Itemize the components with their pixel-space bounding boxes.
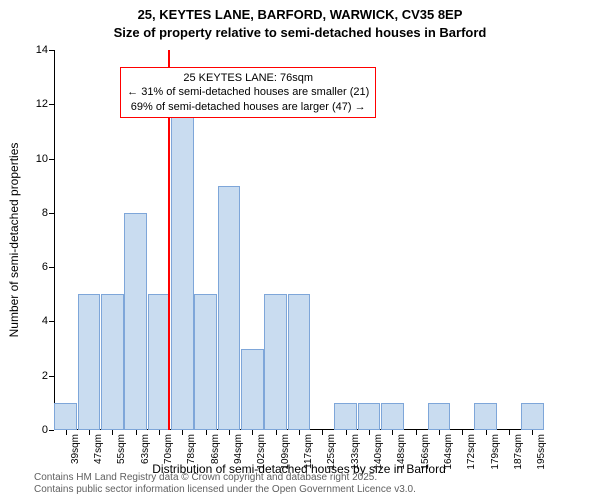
x-tick-label: 164sqm bbox=[443, 434, 454, 470]
x-tick-mark bbox=[322, 430, 323, 435]
x-tick-mark bbox=[159, 430, 160, 435]
y-tick-mark bbox=[49, 104, 54, 105]
x-tick-mark bbox=[206, 430, 207, 435]
x-tick-mark bbox=[416, 430, 417, 435]
x-tick-mark bbox=[299, 430, 300, 435]
x-tick-mark bbox=[229, 430, 230, 435]
x-tick-label: 156sqm bbox=[420, 434, 431, 470]
y-tick-label: 0 bbox=[42, 424, 48, 436]
x-tick-label: 86sqm bbox=[210, 434, 221, 464]
histogram-bar bbox=[101, 294, 124, 430]
x-tick-mark bbox=[509, 430, 510, 435]
x-tick-mark bbox=[462, 430, 463, 435]
y-tick-label: 12 bbox=[36, 98, 48, 110]
annotation-line-2: ← 31% of semi-detached houses are smalle… bbox=[127, 85, 369, 99]
y-tick-label: 8 bbox=[42, 207, 48, 219]
histogram-bar bbox=[521, 403, 544, 430]
x-tick-mark bbox=[89, 430, 90, 435]
chart-title-block: 25, KEYTES LANE, BARFORD, WARWICK, CV35 … bbox=[0, 0, 600, 41]
x-tick-mark bbox=[252, 430, 253, 435]
title-line-1: 25, KEYTES LANE, BARFORD, WARWICK, CV35 … bbox=[0, 6, 600, 24]
histogram-bar bbox=[358, 403, 381, 430]
x-tick-label: 63sqm bbox=[140, 434, 151, 464]
annotation-line-1: 25 KEYTES LANE: 76sqm bbox=[127, 71, 369, 85]
x-tick-label: 78sqm bbox=[186, 434, 197, 464]
x-tick-mark bbox=[276, 430, 277, 435]
x-tick-label: 109sqm bbox=[280, 434, 291, 470]
x-tick-mark bbox=[346, 430, 347, 435]
histogram-bar bbox=[78, 294, 101, 430]
y-tick-label: 10 bbox=[36, 153, 48, 165]
x-tick-mark bbox=[369, 430, 370, 435]
x-tick-label: 187sqm bbox=[513, 434, 524, 470]
annotation-box: 25 KEYTES LANE: 76sqm← 31% of semi-detac… bbox=[120, 67, 376, 118]
attribution-line-2: Contains public sector information licen… bbox=[34, 484, 416, 496]
histogram-bar bbox=[124, 213, 147, 430]
x-tick-mark bbox=[486, 430, 487, 435]
y-axis-label: Number of semi-detached properties bbox=[7, 143, 21, 338]
x-tick-label: 140sqm bbox=[373, 434, 384, 470]
histogram-bar bbox=[171, 104, 194, 430]
y-tick-label: 14 bbox=[36, 44, 48, 56]
histogram-bar bbox=[194, 294, 217, 430]
histogram-bar bbox=[241, 349, 264, 430]
x-tick-mark bbox=[392, 430, 393, 435]
y-tick-label: 2 bbox=[42, 370, 48, 382]
histogram-bar bbox=[264, 294, 287, 430]
histogram-bar bbox=[218, 186, 241, 430]
x-tick-label: 70sqm bbox=[163, 434, 174, 464]
x-tick-label: 55sqm bbox=[116, 434, 127, 464]
y-tick-label: 4 bbox=[42, 315, 48, 327]
histogram-bar bbox=[54, 403, 77, 430]
histogram-bar bbox=[474, 403, 497, 430]
y-tick-mark bbox=[49, 50, 54, 51]
x-tick-label: 148sqm bbox=[396, 434, 407, 470]
attribution-text: Contains HM Land Registry data © Crown c… bbox=[34, 472, 416, 496]
y-tick-mark bbox=[49, 213, 54, 214]
histogram-bar bbox=[334, 403, 357, 430]
x-tick-label: 133sqm bbox=[350, 434, 361, 470]
x-tick-label: 179sqm bbox=[490, 434, 501, 470]
plot-region: 0246810121439sqm47sqm55sqm63sqm70sqm78sq… bbox=[54, 50, 544, 430]
annotation-line-3: 69% of semi-detached houses are larger (… bbox=[127, 100, 369, 114]
y-tick-mark bbox=[49, 430, 54, 431]
x-tick-label: 39sqm bbox=[70, 434, 81, 464]
y-tick-label: 6 bbox=[42, 261, 48, 273]
chart-area: Number of semi-detached properties Distr… bbox=[54, 50, 544, 430]
x-tick-label: 102sqm bbox=[256, 434, 267, 470]
x-tick-mark bbox=[112, 430, 113, 435]
x-tick-label: 94sqm bbox=[233, 434, 244, 464]
x-tick-mark bbox=[532, 430, 533, 435]
x-tick-label: 117sqm bbox=[303, 434, 314, 469]
x-tick-mark bbox=[182, 430, 183, 435]
x-tick-label: 195sqm bbox=[536, 434, 547, 470]
y-tick-mark bbox=[49, 321, 54, 322]
histogram-bar bbox=[288, 294, 311, 430]
x-tick-mark bbox=[136, 430, 137, 435]
x-tick-label: 125sqm bbox=[326, 434, 337, 470]
y-tick-mark bbox=[49, 376, 54, 377]
x-tick-label: 172sqm bbox=[466, 434, 477, 470]
histogram-bar bbox=[381, 403, 404, 430]
histogram-bar bbox=[428, 403, 451, 430]
y-axis-line bbox=[54, 50, 55, 430]
attribution-line-1: Contains HM Land Registry data © Crown c… bbox=[34, 472, 416, 484]
y-tick-mark bbox=[49, 159, 54, 160]
x-tick-mark bbox=[439, 430, 440, 435]
title-line-2: Size of property relative to semi-detach… bbox=[0, 24, 600, 42]
y-tick-mark bbox=[49, 267, 54, 268]
x-tick-mark bbox=[66, 430, 67, 435]
x-tick-label: 47sqm bbox=[93, 434, 104, 464]
